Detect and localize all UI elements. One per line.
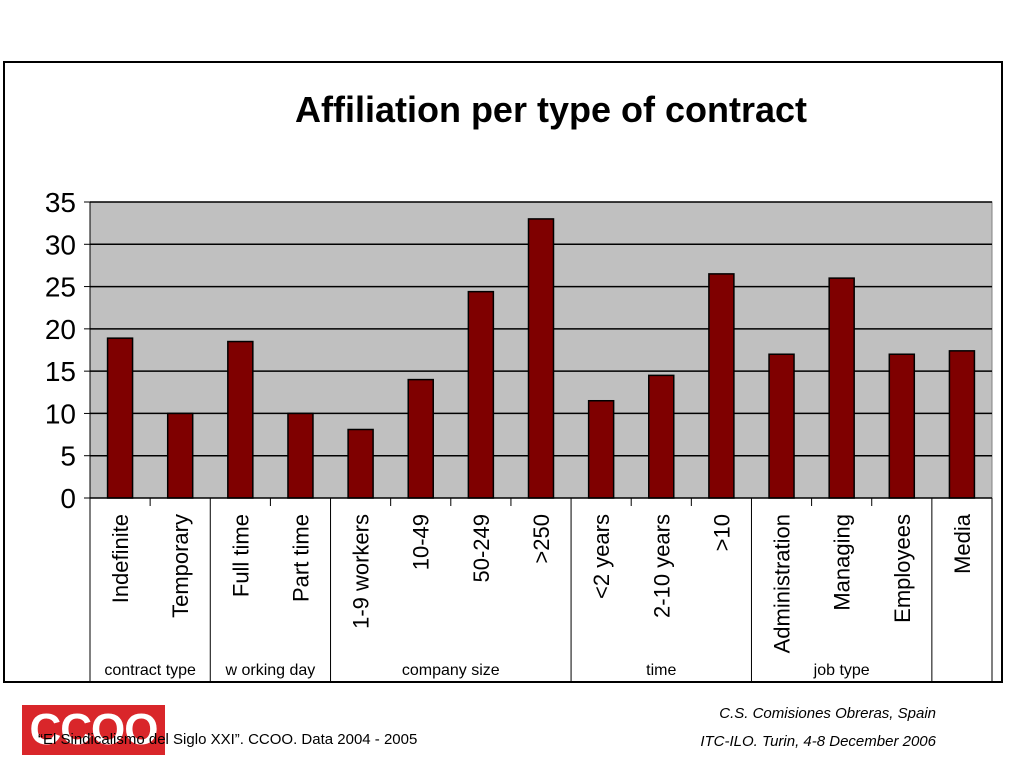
event-line: ITC-ILO. Turin, 4-8 December 2006 [700,733,936,750]
chart-title: Affiliation per type of contract [295,89,807,130]
bar [527,218,555,499]
category-label: Full time [228,514,253,597]
bar [407,378,434,499]
bar [287,412,314,499]
bar [768,353,795,499]
category-label: 10-49 [409,514,434,570]
ccoo-logo: CCOO [22,705,165,755]
chart-frame: Affiliation per type of contract 0 5 10 15 20… [3,61,1003,683]
group-label: job type [813,662,870,679]
category-label: Media [950,513,975,574]
bar [888,353,916,499]
category-label: 1-9 workers [349,514,374,629]
group-label: company size [402,662,500,679]
bar [106,337,134,499]
category-label: 50-249 [469,514,494,583]
bar [166,412,194,499]
y-tick-label: 20 [45,314,76,345]
source-note: “El Sindicalismo del Siglo XXI”. CCOO. D… [38,731,418,748]
category-label: >250 [529,514,554,564]
category-label: Managing [830,514,855,611]
y-tick-label: 25 [45,272,76,303]
bar [828,277,855,499]
bar-chart: Affiliation per type of contract 0 5 10 15 20… [45,89,993,682]
group-label: contract type [104,662,196,679]
category-label: Employees [890,514,915,623]
bar [648,374,675,499]
category-label: >10 [709,514,734,551]
bar [347,428,374,499]
y-tick-label: 15 [45,356,76,387]
bar [227,340,254,499]
y-tick-label: 5 [60,441,76,472]
bar [467,290,495,499]
category-label: Administration [770,514,795,653]
y-tick-label: 0 [60,483,76,514]
bar [587,399,615,499]
y-tick-label: 30 [45,229,76,260]
bar [948,350,976,499]
category-label: Indefinite [108,514,133,603]
category-label: <2 years [589,514,614,599]
y-tick-label: 10 [45,398,76,429]
category-label: Part time [288,514,313,602]
category-label: Temporary [168,514,193,618]
group-label: w orking day [224,662,315,679]
bar [708,273,735,499]
category-label: 2-10 years [649,514,674,618]
organization-line: C.S. Comisiones Obreras, Spain [719,705,936,722]
y-tick-label: 35 [45,187,76,218]
group-label: time [646,662,676,679]
